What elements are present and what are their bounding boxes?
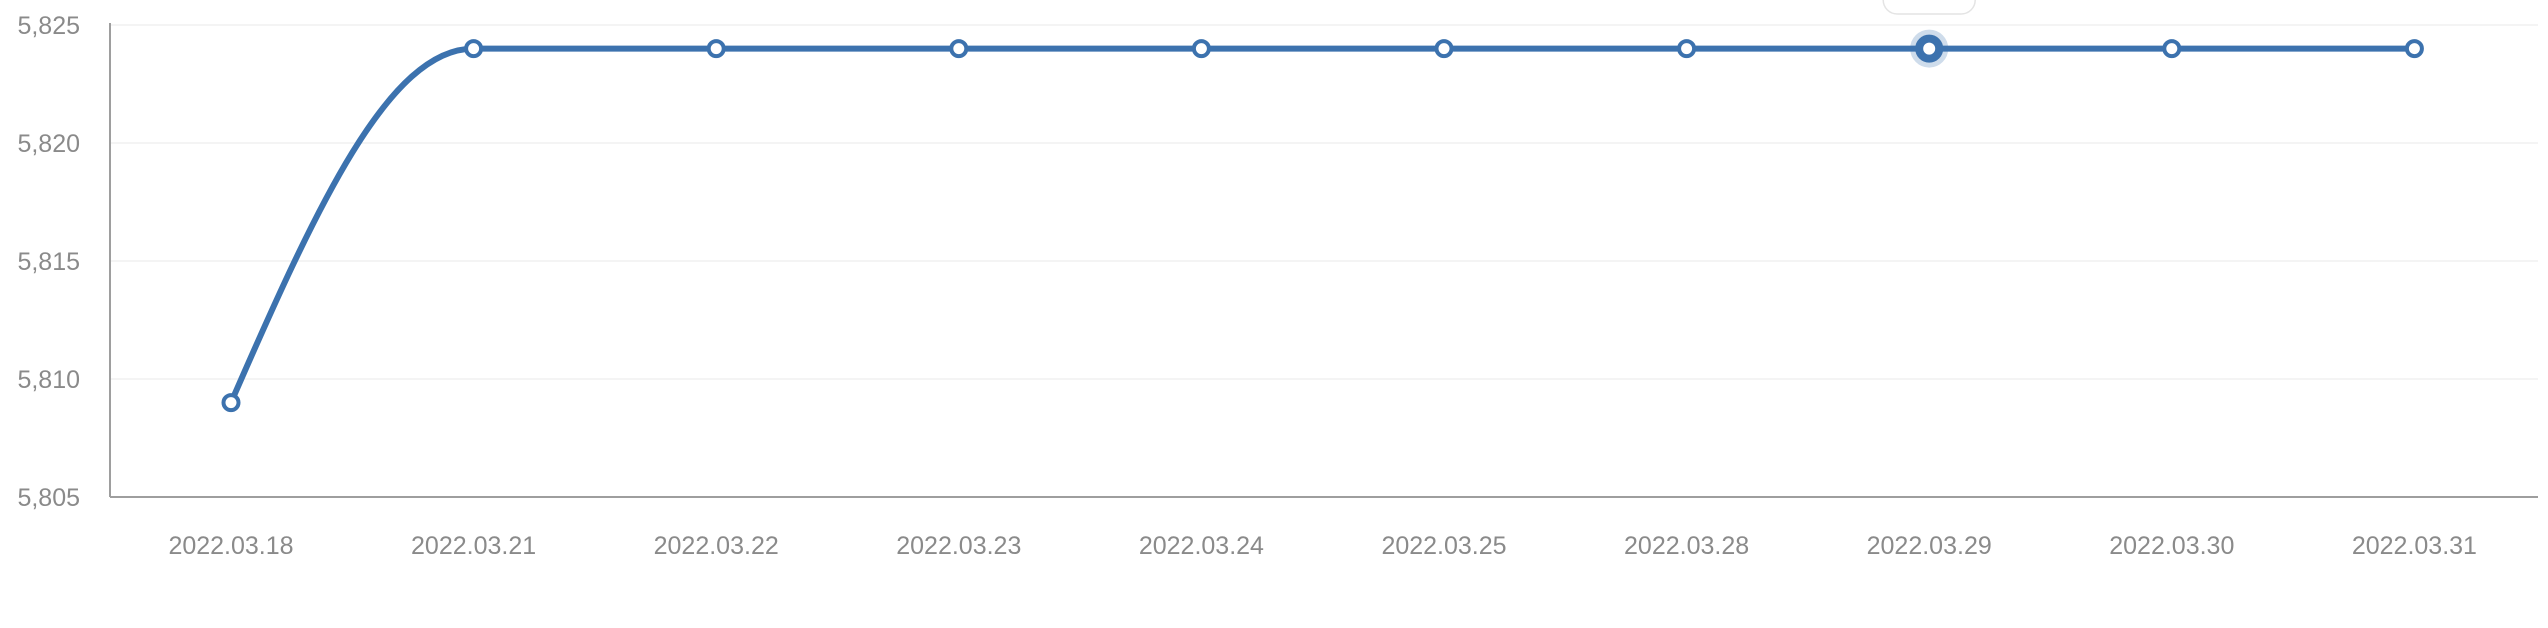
y-tick-label: 5,825 [17, 12, 80, 40]
x-tick-label: 2022.03.24 [1139, 532, 1264, 560]
y-axis-ticks: 5,805 5,810 5,815 5,820 5,825 [17, 12, 80, 512]
data-point[interactable] [2162, 39, 2182, 59]
x-tick-label: 2022.03.29 [1867, 532, 1992, 560]
y-tick-label: 5,805 [17, 484, 80, 512]
axis-layer [109, 23, 2538, 498]
grid-layer [110, 24, 2538, 380]
x-tick-label: 2022.03.31 [2352, 532, 2477, 560]
data-point[interactable] [1434, 39, 1454, 59]
data-point[interactable] [464, 39, 484, 59]
x-tick-label: 2022.03.21 [411, 532, 536, 560]
data-points [221, 29, 2424, 413]
x-tick-label: 2022.03.18 [168, 532, 293, 560]
tooltip-box [1882, 0, 1976, 15]
data-point-halo [1910, 29, 1949, 68]
data-point[interactable] [706, 39, 726, 59]
data-point[interactable] [1677, 39, 1697, 59]
data-point[interactable] [1191, 39, 1211, 59]
x-tick-label: 2022.03.28 [1624, 532, 1749, 560]
x-tick-label: 2022.03.30 [2109, 532, 2234, 560]
x-axis-ticks: 2022.03.18 2022.03.21 2022.03.22 2022.03.23… [168, 532, 2477, 560]
y-tick-label: 5,815 [17, 248, 80, 276]
x-tick-label: 2022.03.25 [1381, 532, 1506, 560]
data-point-highlighted[interactable] [1915, 34, 1944, 63]
tooltip-layer [1882, 0, 1976, 15]
x-tick-label: 2022.03.23 [896, 532, 1021, 560]
y-tick-label: 5,820 [17, 130, 80, 158]
series-line [228, 45, 2418, 406]
x-tick-label: 2022.03.22 [654, 532, 779, 560]
data-point[interactable] [221, 393, 241, 413]
series-layer [228, 45, 2418, 406]
data-point[interactable] [949, 39, 969, 59]
data-point[interactable] [2404, 39, 2424, 59]
y-tick-label: 5,810 [17, 366, 80, 394]
